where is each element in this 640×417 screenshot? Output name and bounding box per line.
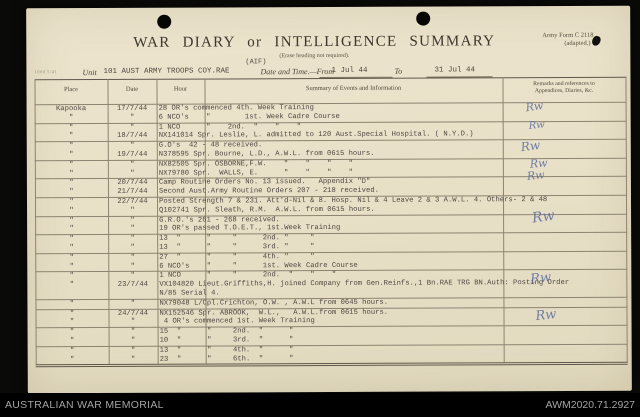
place-cell: " <box>69 299 75 308</box>
col-header-date: Date <box>125 85 139 93</box>
date-cell: 23/7/44 <box>117 280 148 290</box>
place-cell: " <box>68 123 74 132</box>
place-cell: " <box>69 328 75 337</box>
date-cell: 21/7/44 <box>117 187 148 197</box>
datetime-label: Date and Time.—From <box>260 66 335 77</box>
handwritten-initials: Rw <box>526 168 546 184</box>
page-subtitle: (Erase heading not required). <box>279 52 350 60</box>
archive-accession-number: AWM2020.71.2927 <box>545 399 635 411</box>
place-cell: " <box>69 160 74 169</box>
handwritten-initials: Rw <box>529 269 553 288</box>
handwritten-initials: Rw <box>528 119 546 132</box>
place-cell: " <box>69 225 74 234</box>
date-to: 31 Jul 44 <box>434 66 475 75</box>
place-cell: " <box>69 198 74 207</box>
date-cell: 17/7/44 <box>116 104 148 113</box>
date-cell: " <box>129 123 135 132</box>
date-from: 1 Jul 44 <box>331 66 368 75</box>
place-cell: " <box>69 346 75 355</box>
date-cell: " <box>130 262 135 271</box>
unit-label: Unit <box>82 68 97 78</box>
col-header-remarks: Remarks and references to Appendices, Di… <box>502 81 625 95</box>
place-cell: " <box>69 206 74 215</box>
remarks-header-line1: Remarks and references to <box>533 80 595 88</box>
form-number-note: (adapted.) <box>564 39 591 47</box>
date-cell: " <box>130 225 135 234</box>
handwritten-initials: Rw <box>519 137 541 155</box>
date-cell: 24/7/44 <box>117 309 149 318</box>
date-cell: " <box>130 318 136 327</box>
date-cell: " <box>130 206 135 215</box>
to-label: To <box>394 66 403 76</box>
handwritten-initials: Rw <box>524 98 545 115</box>
archive-name: AUSTRALIAN WAR MEMORIAL <box>5 399 164 411</box>
place-cell: " <box>69 309 75 318</box>
archive-caption-bar: AUSTRALIAN WAR MEMORIAL AWM2020.71.2927 <box>0 393 640 417</box>
place-cell: " <box>69 188 74 197</box>
place-cell: " <box>69 132 74 141</box>
place-cell: " <box>69 244 74 253</box>
date-cell: " <box>130 216 135 225</box>
place-cell: " <box>69 179 74 188</box>
col-header-hour: Hour <box>173 85 188 93</box>
form-number: Army Form C 2118 <box>542 31 594 40</box>
date-cell: 20/7/44 <box>117 179 148 188</box>
date-cell: " <box>130 169 135 178</box>
unit-value: 101 AUST ARMY TROOPS COY.RAE <box>103 67 230 76</box>
war-diary-page: Army Form C 2118 (adapted.) WAR DIARY or… <box>26 5 632 394</box>
remarks-header-line2: Appendices, Diaries, &c. <box>534 87 594 94</box>
aif-label: (AIF) <box>245 58 267 67</box>
date-cell: " <box>130 160 135 169</box>
date-cell: " <box>129 113 135 122</box>
page-title: WAR DIARY or INTELLIGENCE SUMMARY <box>133 33 496 51</box>
date-cell: 19/7/44 <box>117 150 148 159</box>
date-cell: " <box>130 243 135 252</box>
place-cell: " <box>69 262 74 271</box>
event-text: G.O's 42 - 48 received. <box>158 141 263 150</box>
place-cell: " <box>69 235 74 244</box>
place-cell: " <box>69 151 74 160</box>
date-cell: " <box>130 336 136 345</box>
col-header-place: Place <box>63 86 79 94</box>
date-cell: " <box>130 272 136 281</box>
date-cell: 22/7/44 <box>117 197 148 206</box>
place-cell: " <box>69 272 75 281</box>
place-cell: " <box>69 216 74 225</box>
punch-hole-left <box>157 14 172 29</box>
date-cell: 18/7/44 <box>117 132 148 141</box>
event-text: N/85 Serial 4. <box>159 289 220 298</box>
handwritten-initials: Rw <box>534 306 558 325</box>
place-cell: " <box>69 318 75 327</box>
date-cell: " <box>130 299 136 308</box>
date-cell: " <box>130 142 135 151</box>
date-cell: " <box>130 327 136 336</box>
place-cell: " <box>68 113 74 122</box>
place-cell: " <box>69 281 75 290</box>
handwritten-initials: Rw <box>531 207 556 227</box>
date-cell: " <box>130 253 135 262</box>
place-cell: " <box>69 337 75 346</box>
place-cell: Kapooka <box>55 105 87 114</box>
place-cell: " <box>69 142 74 151</box>
form-number-block: Army Form C 2118 (adapted.) <box>542 32 593 47</box>
place-cell: " <box>69 169 74 178</box>
punch-hole-right <box>416 11 431 26</box>
place-cell: " <box>69 253 74 262</box>
date-cell: " <box>130 235 135 244</box>
date-cell: " <box>130 346 136 355</box>
col-header-summary: Summary of Events and Information <box>305 84 402 93</box>
table-body: Kapooka 17/7/44 28 OR's commenced 4th. Wee… <box>27 101 632 365</box>
